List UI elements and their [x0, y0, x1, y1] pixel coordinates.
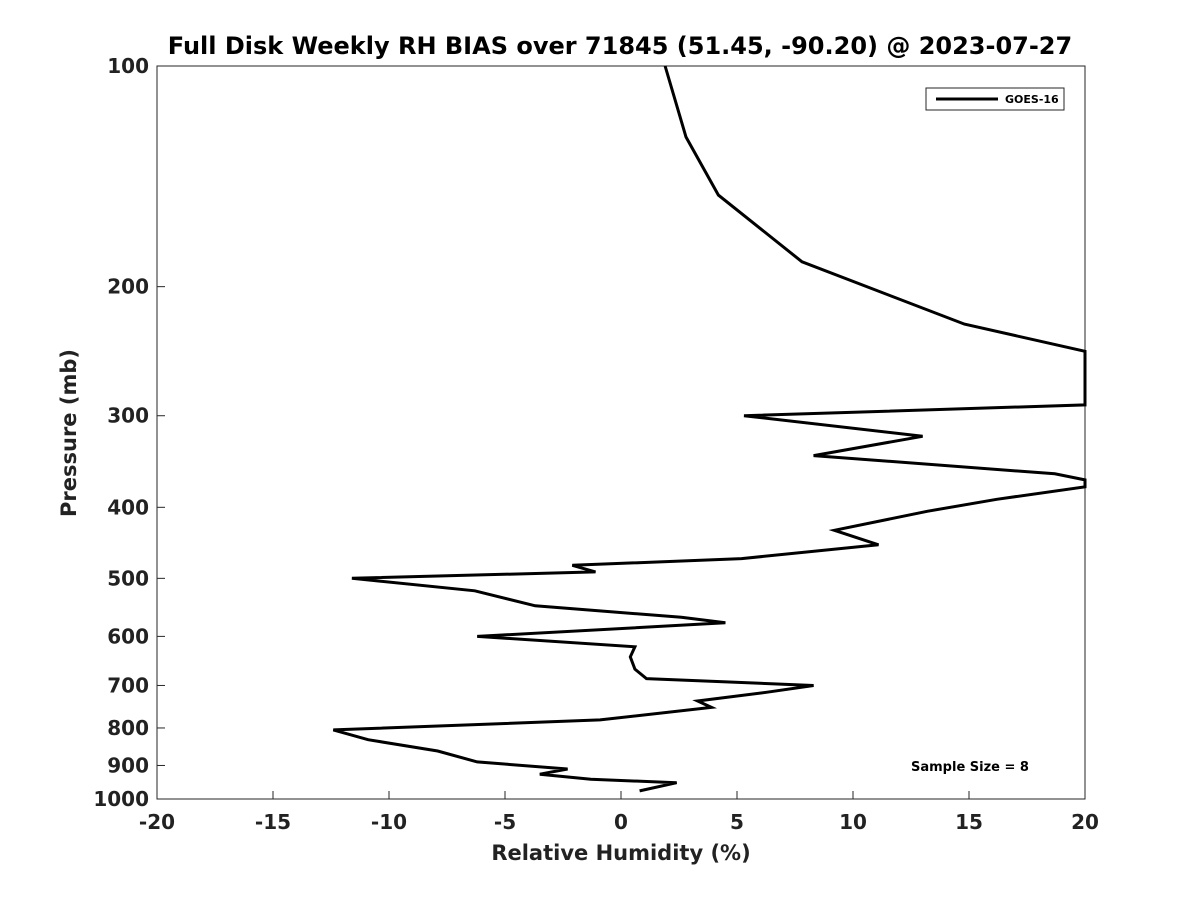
x-tick-label: 10 [839, 810, 867, 834]
y-axis-label: Pressure (mb) [57, 349, 81, 517]
y-tick-label: 1000 [93, 787, 149, 811]
y-tick-label: 100 [107, 54, 149, 78]
x-tick-label: -20 [139, 810, 175, 834]
y-tick-label: 500 [107, 566, 149, 590]
series-line-goes-16 [332, 65, 1087, 793]
legend: GOES-16 [925, 87, 1065, 111]
y-tick-label: 800 [107, 716, 149, 740]
y-axis: 100 200 300 400 500 600 700 800 900 1000 [93, 54, 165, 811]
x-tick-label: -15 [255, 810, 291, 834]
y-tick-label: 200 [107, 275, 149, 299]
x-tick-label: -10 [371, 810, 407, 834]
x-axis: -20 -15 -10 -5 0 5 10 15 20 [139, 791, 1099, 834]
y-tick-label: 300 [107, 404, 149, 428]
series-layer [332, 65, 1087, 793]
chart-title: Full Disk Weekly RH BIAS over 71845 (51.… [168, 32, 1072, 60]
x-axis-label: Relative Humidity (%) [491, 841, 750, 865]
x-tick-label: 20 [1071, 810, 1099, 834]
legend-label-goes-16: GOES-16 [1005, 93, 1059, 106]
x-tick-label: -5 [494, 810, 516, 834]
y-tick-label: 900 [107, 753, 149, 777]
plot-area [156, 65, 1086, 800]
y-tick-label: 600 [107, 624, 149, 648]
sample-size-annotation: Sample Size = 8 [911, 760, 1029, 775]
x-tick-label: 0 [614, 810, 628, 834]
x-tick-label: 15 [955, 810, 983, 834]
y-tick-label: 700 [107, 673, 149, 697]
x-tick-label: 5 [730, 810, 744, 834]
y-tick-label: 400 [107, 495, 149, 519]
